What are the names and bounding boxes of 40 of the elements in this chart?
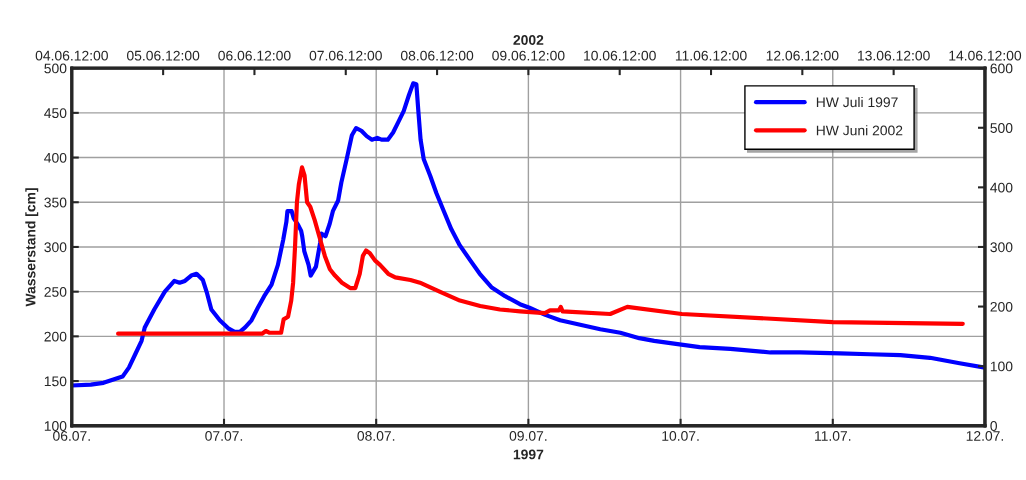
legend-label: HW Juli 1997 [816, 96, 898, 108]
y-tick-label: 250 [44, 286, 67, 297]
x-tick-label: 12.07. [966, 430, 1003, 441]
x2-tick-label: 13.06.12:00 [858, 50, 930, 61]
y2-tick-label: 400 [990, 182, 1013, 193]
x-tick-label: 10.07. [662, 430, 699, 441]
y-tick-label: 200 [44, 331, 67, 342]
x-tick-label: 11.07. [815, 430, 851, 441]
y-tick-label: 450 [44, 108, 67, 119]
x2-tick-label: 10.06.12:00 [584, 50, 656, 61]
x2-tick-label: 05.06.12:00 [126, 50, 200, 61]
x2-tick-label: 11.06.12:00 [675, 50, 747, 61]
x2-tick-label: 14.06.12:00 [949, 50, 1022, 61]
y2-tick-label: 300 [990, 242, 1013, 253]
x2-tick-label: 06.06.12:00 [218, 50, 291, 61]
x2-tick-label: 09.06.12:00 [492, 50, 565, 61]
legend-label: HW Juni 2002 [816, 125, 903, 136]
y2-tick-label: 200 [990, 301, 1013, 312]
y-tick-label: 400 [44, 152, 67, 163]
y2-tick-label: 100 [990, 361, 1013, 372]
x2-tick-label: 12.06.12:00 [766, 50, 839, 61]
y-tick-label: 500 [44, 63, 67, 74]
x-tick-label: 08.07. [357, 430, 395, 441]
x2-axis-title: 2002 [513, 35, 544, 45]
y-axis-title: Wasserstand [cm] [25, 188, 39, 307]
x-axis-title: 1997 [513, 449, 544, 460]
line-series [71, 81, 985, 388]
y-tick-label: 300 [44, 242, 67, 253]
x-tick-label: 06.07. [53, 430, 90, 441]
x2-tick-label: 04.06.12:00 [35, 50, 108, 61]
y-tick-label: 350 [44, 197, 67, 208]
x2-tick-label: 07.06.12:00 [309, 50, 382, 61]
y2-tick-label: 500 [990, 123, 1013, 133]
x-tick-label: 07.07. [205, 430, 243, 441]
y2-tick-label: 600 [990, 63, 1013, 74]
y-tick-label: 150 [44, 376, 67, 387]
x2-tick-label: 08.06.12:00 [400, 50, 474, 61]
y-tick-label: 100 [44, 421, 67, 431]
x-tick-label: 09.07. [509, 430, 547, 441]
y2-tick-label: 0 [990, 421, 997, 431]
